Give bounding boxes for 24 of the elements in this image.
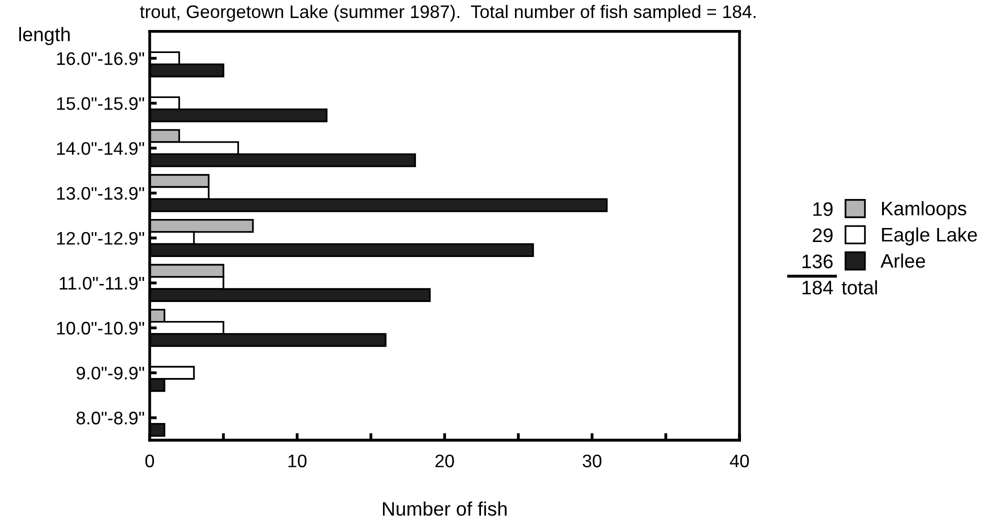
legend-label: Arlee [880, 254, 926, 268]
x-tick-label: 40 [730, 454, 749, 468]
text: 184 total [802, 280, 877, 294]
y-tick-label: 10.0"-10.9" [57, 322, 144, 335]
x-tick-label: 30 [582, 454, 602, 468]
y-tick-label: 9.0"-9.9" [76, 366, 144, 380]
y-tick-label: 12.0"-12.9" [57, 232, 144, 245]
x-tick-label: 0 [145, 454, 154, 468]
legend-label: Eagle Lake [882, 227, 977, 246]
text: 136 [802, 254, 833, 268]
text: 19 [813, 202, 833, 216]
y-tick-label: 13.0"-13.9" [57, 187, 144, 200]
y-tick-label: 8.0"-8.9" [76, 412, 144, 424]
chart-title: trout, Georgetown Lake (summer 1987). Total number of fish sampled = 184. [140, 4, 756, 22]
x-axis-title: Number of fish [382, 501, 507, 516]
x-tick-label: 20 [435, 454, 454, 468]
legend-label: Kamloops [882, 201, 966, 220]
text: 29 [812, 228, 833, 242]
y-tick-label: 15.0"-15.9" [57, 97, 144, 110]
y-tick-label: 16.0"-16.9" [57, 52, 144, 66]
x-tick-label: 10 [288, 454, 306, 468]
y-tick-label: 14.0"-14.9" [57, 142, 144, 155]
y-axis-title: length [19, 27, 70, 46]
y-tick-label: 11.0"-11.9" [60, 276, 144, 290]
